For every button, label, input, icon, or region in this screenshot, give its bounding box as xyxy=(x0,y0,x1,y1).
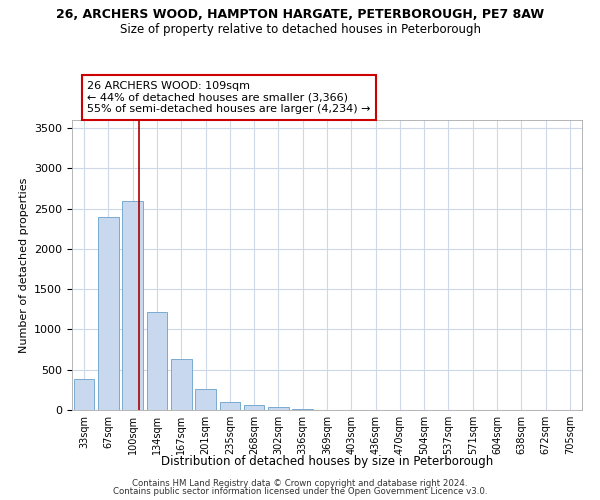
Bar xyxy=(146,312,167,410)
Y-axis label: Number of detached properties: Number of detached properties xyxy=(19,178,29,352)
Bar xyxy=(220,402,240,410)
Bar xyxy=(292,409,313,410)
Bar xyxy=(122,200,143,410)
Bar xyxy=(98,216,119,410)
Bar xyxy=(195,389,216,410)
Text: Size of property relative to detached houses in Peterborough: Size of property relative to detached ho… xyxy=(119,22,481,36)
Text: Contains public sector information licensed under the Open Government Licence v3: Contains public sector information licen… xyxy=(113,487,487,496)
Text: Distribution of detached houses by size in Peterborough: Distribution of detached houses by size … xyxy=(161,455,493,468)
Bar xyxy=(244,405,265,410)
Bar xyxy=(268,407,289,410)
Bar xyxy=(171,359,191,410)
Bar xyxy=(74,378,94,410)
Text: Contains HM Land Registry data © Crown copyright and database right 2024.: Contains HM Land Registry data © Crown c… xyxy=(132,478,468,488)
Text: 26, ARCHERS WOOD, HAMPTON HARGATE, PETERBOROUGH, PE7 8AW: 26, ARCHERS WOOD, HAMPTON HARGATE, PETER… xyxy=(56,8,544,20)
Text: 26 ARCHERS WOOD: 109sqm
← 44% of detached houses are smaller (3,366)
55% of semi: 26 ARCHERS WOOD: 109sqm ← 44% of detache… xyxy=(88,81,371,114)
